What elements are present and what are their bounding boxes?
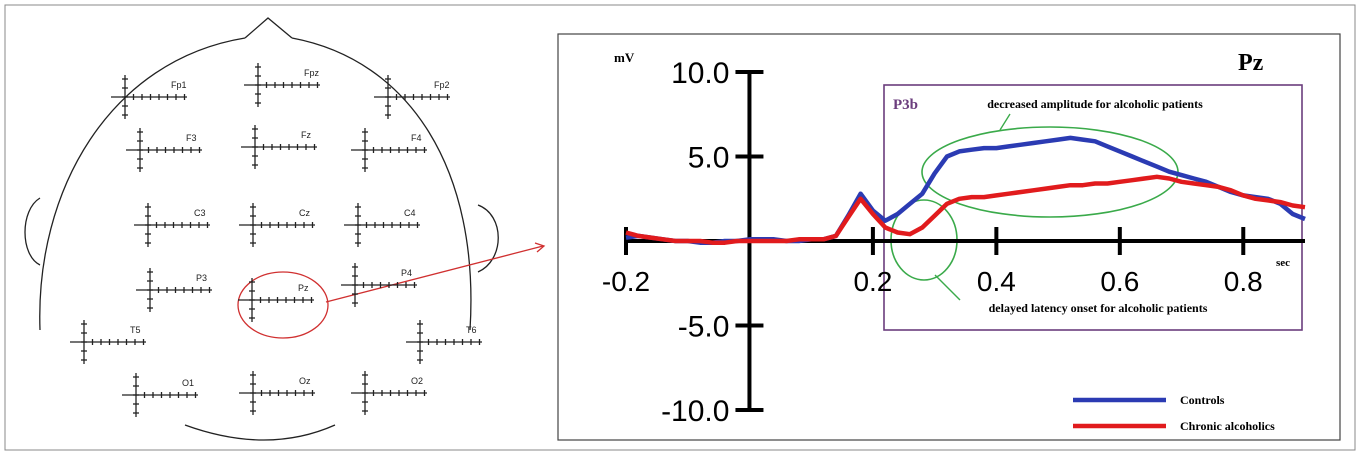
x-tick-label: 0.4 [977, 266, 1016, 297]
head-bottom [185, 425, 335, 440]
electrode-label: Cz [299, 208, 310, 218]
annotation: delayed latency onset for alcoholic pati… [989, 301, 1208, 315]
legend-label: Controls [1180, 393, 1225, 407]
y-tick-label: 5.0 [688, 142, 730, 175]
figure: mV sec Pz P3b decreased amplitude for al… [0, 0, 1360, 456]
annotation-leader [1000, 114, 1010, 130]
x-tick-label: -0.2 [602, 266, 650, 297]
y-tick-label: -10.0 [661, 395, 729, 428]
electrode-label: P4 [401, 268, 412, 278]
x-tick-label: 0.2 [853, 266, 892, 297]
electrode-label: P3 [196, 273, 207, 283]
annotation: P3b [893, 97, 918, 113]
electrode-label: Fp1 [171, 80, 187, 90]
electrode-label: T5 [130, 325, 141, 335]
x-tick-label: 0.6 [1100, 266, 1139, 297]
left-ear [25, 198, 40, 265]
electrode-label: Fp2 [434, 80, 450, 90]
y-axis-label: mV [614, 50, 635, 65]
electrode-label: Pz [298, 283, 309, 293]
electrode-label: O2 [411, 376, 423, 386]
electrode-label: C4 [404, 208, 416, 218]
legend-label: Chronic alcoholics [1180, 419, 1275, 433]
electrode-label: F3 [186, 133, 197, 143]
chart-frame [558, 34, 1340, 440]
electrode-label: Fpz [304, 68, 320, 78]
x-axis-label: sec [1276, 257, 1290, 269]
y-tick-label: -5.0 [678, 311, 730, 344]
electrode-label: F4 [411, 133, 422, 143]
electrode-label: T6 [466, 325, 477, 335]
head-map [25, 18, 544, 440]
pointer [326, 246, 543, 302]
electrode-label: Oz [299, 376, 311, 386]
electrode-label: C3 [194, 208, 206, 218]
electrode-label: Fz [301, 130, 311, 140]
y-tick-label: 10.0 [671, 57, 729, 90]
chart-title: Pz [1238, 50, 1264, 76]
electrode-label: O1 [182, 378, 194, 388]
annotation-leader [935, 275, 960, 300]
annotation: decreased amplitude for alcoholic patien… [987, 97, 1203, 111]
nose [245, 18, 292, 38]
x-tick-label: 0.8 [1224, 266, 1263, 297]
series-line [626, 177, 1305, 243]
